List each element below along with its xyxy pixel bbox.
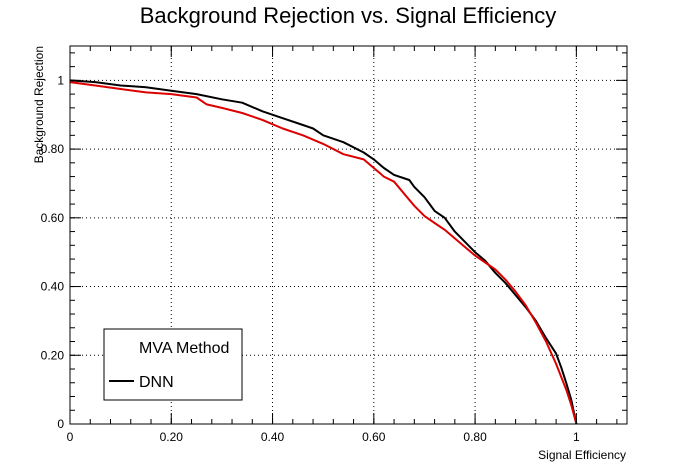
y-tick-label-1: 0.20 [41,348,65,362]
data-series [69,79,578,425]
x-tick-label-3: 0.60 [362,430,386,444]
axes: 0 0.20 0.40 0.60 0.80 1 0 0.20 0.40 0.60 0.80 1 [41,46,627,444]
y-tick-label-3: 0.60 [41,211,65,225]
x-tick-label-5: 1 [573,430,580,444]
x-tick-label-1: 0.20 [160,430,184,444]
plot-frame [69,45,628,425]
x-tick-label-2: 0.40 [261,430,285,444]
x-tick-label-4: 0.80 [463,430,487,444]
y-tick-label-2: 0.40 [41,280,65,294]
chart-title: Background Rejection vs. Signal Efficien… [140,3,557,28]
y-tick-label-5: 1 [57,73,64,87]
y-tick-label-0: 0 [57,417,64,431]
y-axis-title: Background Rejection [32,46,46,163]
x-axis-title: Signal Efficiency [538,448,626,462]
series-line-0 [69,79,578,425]
y-tick-label-4: 0.80 [41,142,65,156]
series-line-1 [69,81,578,425]
legend-box [103,328,243,401]
legend: MVA Method DNN [103,328,243,401]
legend-header: MVA Method [139,340,229,357]
legend-label-dnn: DNN [139,374,174,391]
x-tick-label-0: 0 [67,430,74,444]
